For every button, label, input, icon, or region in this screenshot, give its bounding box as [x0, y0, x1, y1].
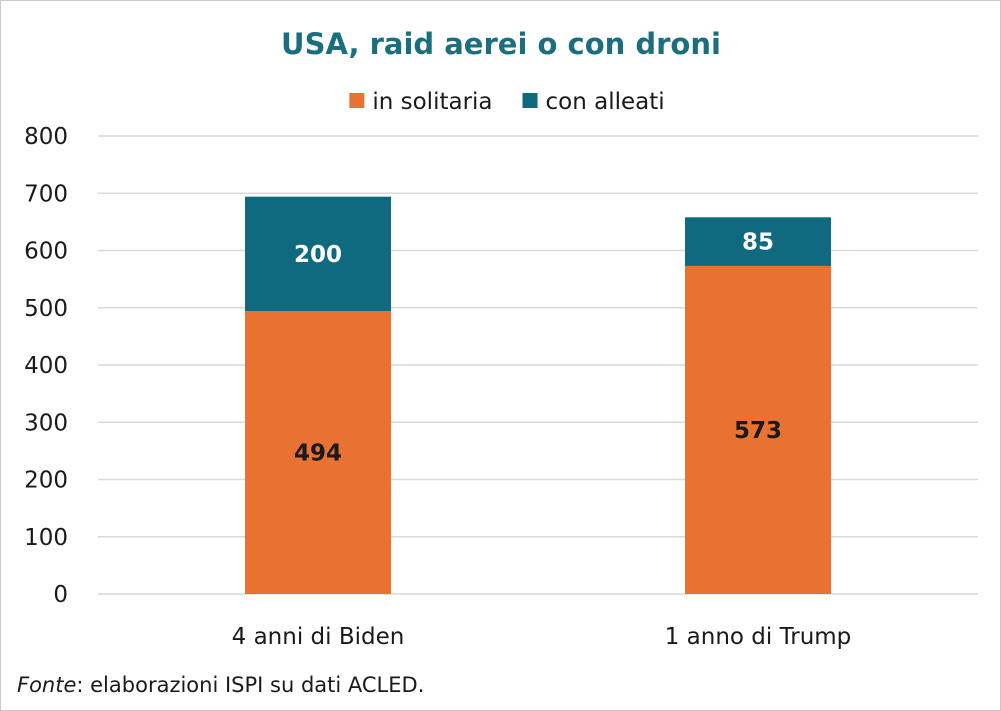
chart-title: USA, raid aerei o con droni: [281, 27, 721, 61]
data-label-con-alleati: 200: [294, 242, 342, 268]
legend-swatch: [349, 93, 365, 108]
legend: in solitaria con alleati: [349, 89, 665, 115]
source-text: : elaborazioni ISPI su dati ACLED.: [76, 673, 425, 697]
x-category-label: 4 anni di Biden: [232, 624, 405, 650]
legend-item: con alleati: [522, 89, 665, 115]
y-tick-label: 500: [24, 296, 68, 322]
source-prefix: Fonte: [17, 673, 77, 697]
bars: [245, 196, 831, 594]
data-label-in-solitaria: 494: [294, 441, 342, 467]
legend-item: in solitaria: [349, 89, 493, 115]
y-tick-label: 400: [24, 353, 68, 379]
data-labels: 494 200 573 85: [294, 230, 782, 467]
y-tick-label: 700: [24, 181, 68, 207]
y-tick-label: 300: [24, 410, 68, 436]
legend-swatch: [522, 93, 538, 108]
y-tick-label: 200: [24, 468, 68, 494]
x-axis: 4 anni di Biden 1 anno di Trump: [232, 624, 852, 650]
y-tick-label: 100: [24, 525, 68, 551]
y-tick-label: 600: [24, 239, 68, 265]
y-tick-label: 0: [53, 582, 68, 608]
data-label-con-alleati: 85: [742, 230, 774, 256]
bar-in-solitaria: [245, 311, 391, 594]
bar-con-alleati: [245, 196, 391, 312]
legend-label: con alleati: [546, 89, 665, 115]
x-category-label: 1 anno di Trump: [665, 624, 852, 650]
data-label-in-solitaria: 573: [734, 418, 782, 444]
bar-con-alleati: [685, 217, 831, 266]
legend-label: in solitaria: [372, 89, 492, 115]
bar-in-solitaria: [685, 265, 831, 594]
source-note: Fonte: elaborazioni ISPI su dati ACLED.: [17, 673, 424, 697]
y-axis: 0 100 200 300 400 500 600 700 800: [24, 124, 68, 608]
gridlines: [98, 135, 978, 595]
y-tick-label: 800: [24, 124, 68, 150]
